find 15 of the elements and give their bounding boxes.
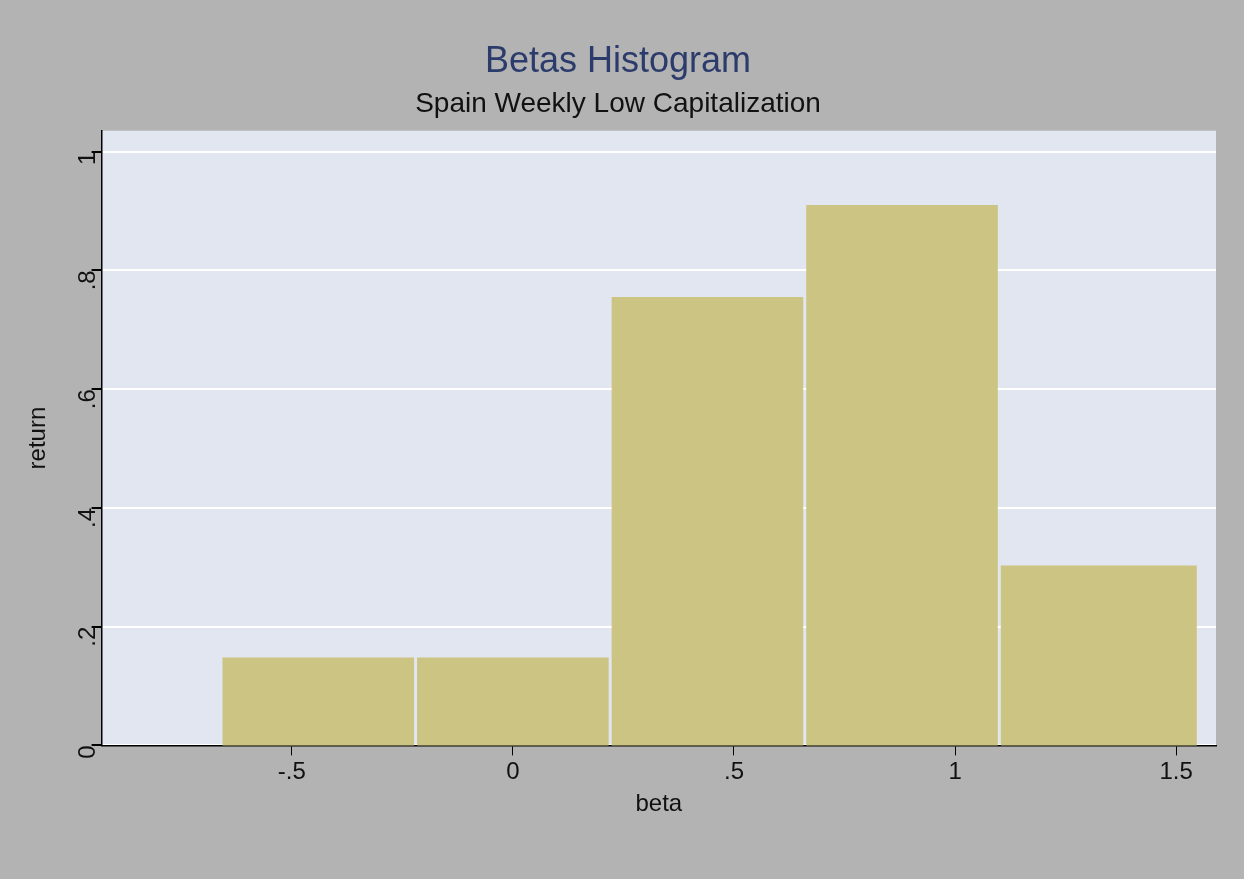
- x-tick-label: 1.5: [1159, 757, 1193, 785]
- y-tick-label: .2: [73, 626, 101, 647]
- x-tick-label: 0: [506, 757, 520, 785]
- x-tick-label: .5: [723, 757, 744, 785]
- y-tick-label: .4: [73, 507, 101, 528]
- x-tick-label: -.5: [277, 757, 306, 785]
- x-axis-title: beta: [635, 789, 683, 817]
- y-tick-label: 0: [73, 745, 101, 759]
- y-tick-label: 1: [73, 151, 101, 165]
- y-axis-title: return: [23, 406, 51, 470]
- chart-title: Betas Histogram: [484, 38, 752, 80]
- x-tick-label: 1: [948, 757, 962, 785]
- chart-subtitle: Spain Weekly Low Capitalization: [415, 86, 821, 118]
- y-tick-label: .6: [73, 389, 101, 410]
- y-tick-label: .8: [73, 270, 101, 291]
